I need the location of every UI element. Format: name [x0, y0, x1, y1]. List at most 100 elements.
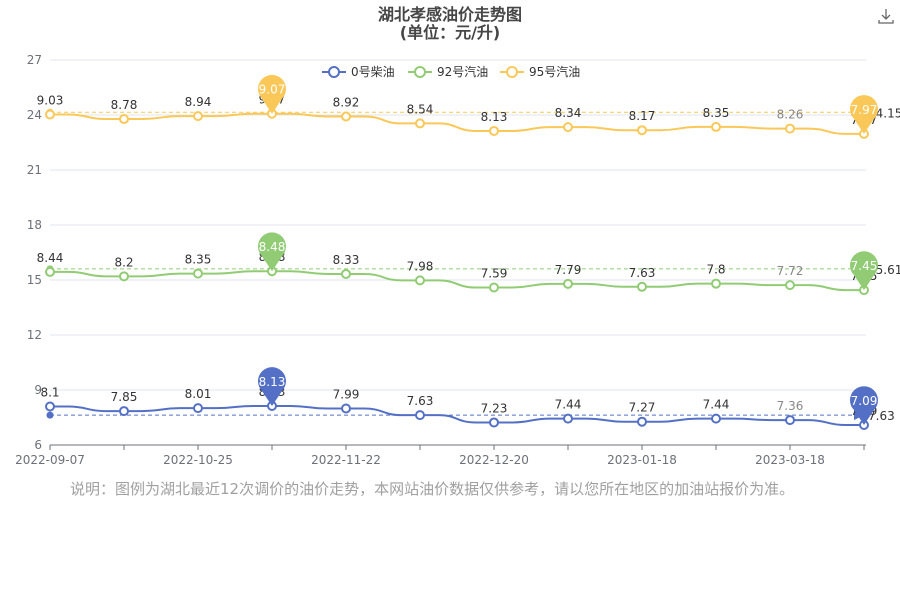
y-tick-label: 6: [34, 438, 42, 452]
pin-label: 7.09: [851, 394, 878, 408]
y-tick-label: 21: [27, 163, 42, 177]
pin-label: 8.13: [259, 375, 286, 389]
data-label: 8.94: [185, 95, 212, 109]
pin-label: 7.97: [851, 103, 878, 117]
chart-subtitle: (单位：元/升): [400, 23, 500, 42]
axes: 6 9 12 15 18 21 24 27 2022-09-07 2022-10-25 2022-1…: [15, 53, 866, 467]
x-tick-label: 2022-09-07: [15, 453, 85, 467]
data-point: [785, 280, 795, 291]
pin-marker: [850, 95, 879, 134]
legend-label: 92号汽油: [437, 64, 488, 79]
legend: 0号柴油 92号汽油 95号汽油: [322, 64, 580, 79]
data-point: [637, 125, 647, 136]
data-point: [45, 266, 55, 277]
x-tick-label: 2022-11-22: [311, 453, 381, 467]
data-label: 7.63: [407, 394, 434, 408]
series-line: [50, 270, 864, 292]
data-point: [193, 268, 203, 279]
pin-marker: [258, 232, 287, 272]
x-tick-label: 2022-10-25: [163, 453, 233, 467]
data-point: [341, 268, 351, 279]
x-tick-label: 2023-03-18: [755, 453, 825, 467]
data-point: [711, 278, 721, 289]
legend-swatch-marker: [506, 66, 518, 78]
data-label: 7.63: [629, 266, 656, 280]
data-label: 8.01: [185, 387, 212, 401]
data-label: 7.72: [777, 264, 804, 278]
data-point: [785, 415, 795, 426]
data-point: [563, 278, 573, 289]
download-button[interactable]: [878, 9, 894, 24]
data-label: 9.03: [37, 93, 64, 107]
legend-label: 95号汽油: [529, 64, 580, 79]
data-point: [415, 118, 425, 129]
data-label: 8.35: [703, 106, 730, 120]
data-label: 7.98: [407, 259, 434, 273]
average-label: 7.63: [868, 409, 895, 423]
data-label: 7.27: [629, 401, 656, 415]
series-line: [50, 112, 864, 135]
pin-marker: [850, 386, 879, 426]
pin-label: 7.45: [851, 259, 878, 273]
data-label: 7.85: [111, 390, 138, 404]
y-tick-label: 12: [27, 328, 42, 342]
data-label: 8.54: [407, 102, 434, 116]
data-label: 8.1: [40, 386, 59, 400]
pin-label: 9.07: [259, 83, 286, 97]
data-point: [489, 282, 499, 293]
download-icon: [878, 9, 894, 24]
data-label: 7.8: [706, 263, 725, 277]
average-marker: [46, 411, 54, 419]
pin-marker: [258, 74, 287, 114]
data-point: [341, 403, 351, 414]
x-tick-label: 2022-12-20: [459, 453, 529, 467]
data-point: [119, 406, 129, 417]
data-label: 7.44: [555, 398, 582, 412]
data-label: 8.33: [333, 253, 360, 267]
data-point: [489, 125, 499, 136]
data-point: [711, 121, 721, 132]
series-lines: [45, 108, 869, 431]
legend-swatch-marker: [414, 66, 426, 78]
data-label: 8.34: [555, 106, 582, 120]
data-point: [785, 123, 795, 134]
data-label: 8.78: [111, 98, 138, 112]
data-point: [563, 413, 573, 424]
data-label: 8.13: [481, 110, 508, 124]
data-label: 8.44: [37, 251, 64, 265]
data-point: [45, 109, 55, 120]
data-label: 7.36: [777, 399, 804, 413]
data-labels: 8.1 7.85 8.01 8.13 7.99 7.63 7.23 7.44 7.27 7.44 7…: [37, 93, 878, 418]
chart-title: 湖北孝感油价走势图: [378, 5, 522, 24]
legend-swatch-marker: [328, 66, 340, 78]
y-tick-label: 27: [27, 53, 42, 67]
data-point: [193, 403, 203, 414]
extreme-pins: 8.13 7.09 8.48 7.45 9.07 7.97: [258, 74, 879, 426]
data-point: [637, 281, 647, 292]
y-tick-label: 24: [27, 108, 42, 122]
data-point: [193, 111, 203, 122]
data-label: 8.2: [114, 255, 133, 269]
legend-label: 0号柴油: [351, 65, 395, 79]
data-point: [119, 271, 129, 282]
data-label: 8.92: [333, 95, 360, 109]
data-point: [637, 416, 647, 427]
pin-marker: [850, 251, 879, 291]
grid: [50, 59, 866, 391]
data-label: 7.99: [333, 388, 360, 402]
data-label: 8.35: [185, 253, 212, 267]
data-label: 7.59: [481, 267, 508, 281]
chart-note: 说明：图例为湖北最近12次调价的油价走势，本网站油价数据仅供参考，请以您所在地区…: [70, 480, 795, 498]
y-tick-label: 18: [27, 218, 42, 232]
data-label: 7.79: [555, 263, 582, 277]
data-point: [341, 111, 351, 122]
x-tick-label: 2023-01-18: [607, 453, 677, 467]
data-point: [563, 122, 573, 133]
y-tick-label: 15: [27, 273, 42, 287]
data-label: 8.17: [629, 109, 656, 123]
data-point: [119, 114, 129, 125]
data-point: [415, 275, 425, 286]
y-tick-label: 9: [34, 383, 42, 397]
data-point: [489, 417, 499, 428]
